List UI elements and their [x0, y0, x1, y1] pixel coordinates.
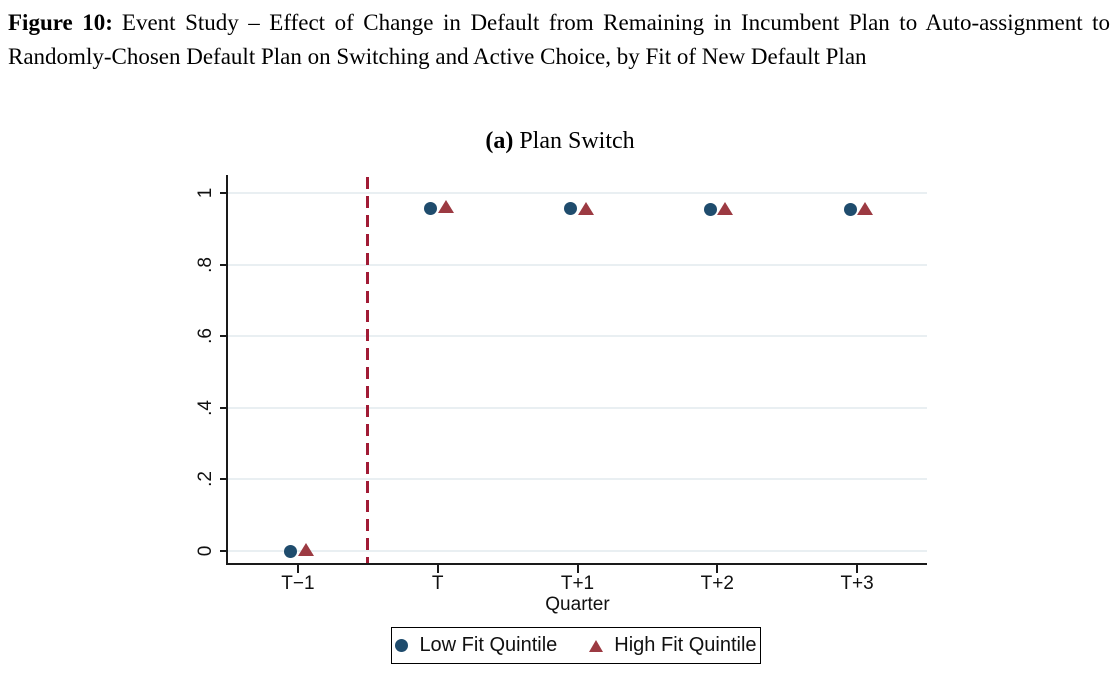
- legend-item-low-fit: Low Fit Quintile: [395, 634, 557, 657]
- x-tick: [716, 565, 719, 573]
- y-tick: [220, 406, 228, 409]
- y-tick-label: 1: [195, 187, 216, 199]
- data-point-circle: [703, 202, 717, 216]
- y-tick: [220, 550, 228, 552]
- x-tick: [576, 565, 579, 573]
- y-gridline: [228, 192, 927, 194]
- data-point-triangle: [577, 201, 594, 215]
- y-tick-label: .6: [195, 328, 216, 345]
- data-point-triangle: [437, 200, 454, 214]
- legend-label-high-fit: High Fit Quintile: [614, 634, 757, 656]
- legend: Low Fit Quintile High Fit Quintile: [391, 627, 761, 664]
- y-tick-label: .8: [195, 256, 216, 273]
- figure-number: Figure 10:: [8, 10, 113, 35]
- circle-marker-icon: [395, 639, 409, 652]
- y-gridline: [228, 550, 927, 552]
- y-gridline: [228, 478, 927, 481]
- x-tick-label: T+2: [700, 573, 734, 594]
- data-point-circle: [564, 202, 577, 216]
- panel-letter: (a): [485, 128, 514, 154]
- data-point-triangle: [717, 201, 734, 215]
- figure-caption: Figure 10: Event Study – Effect of Change…: [8, 6, 1110, 74]
- y-tick: [220, 335, 228, 338]
- data-point-triangle: [297, 543, 314, 557]
- y-gridline: [228, 263, 927, 266]
- y-tick-label: .2: [195, 471, 216, 488]
- reference-line: [366, 177, 370, 563]
- y-gridline: [228, 335, 927, 338]
- x-tick-label: T: [431, 573, 444, 594]
- triangle-marker-icon: [589, 639, 604, 652]
- data-point-circle: [424, 201, 438, 215]
- x-tick-label: T+3: [840, 573, 874, 594]
- y-tick-label: 0: [195, 545, 216, 557]
- x-tick: [296, 565, 299, 573]
- y-tick-label: .4: [195, 399, 216, 416]
- y-tick: [220, 263, 228, 266]
- legend-item-high-fit: High Fit Quintile: [589, 634, 757, 657]
- data-point-circle: [843, 202, 857, 216]
- x-tick: [856, 565, 859, 573]
- panel-name: Plan Switch: [519, 128, 635, 154]
- x-axis-title: Quarter: [545, 594, 610, 615]
- x-axis-line: [226, 563, 927, 565]
- x-tick: [436, 565, 439, 573]
- figure-title: Event Study – Effect of Change in Defaul…: [8, 10, 1110, 69]
- x-tick-label: T−1: [281, 573, 315, 594]
- y-tick: [220, 478, 228, 481]
- data-point-triangle: [857, 201, 874, 215]
- y-gridline: [228, 406, 927, 409]
- y-tick: [220, 192, 228, 194]
- y-axis-line: [226, 175, 228, 565]
- data-point-circle: [284, 544, 298, 558]
- x-tick-label: T+1: [560, 573, 595, 594]
- panel-title: (a) Plan Switch: [0, 128, 1120, 155]
- legend-label-low-fit: Low Fit Quintile: [419, 634, 558, 656]
